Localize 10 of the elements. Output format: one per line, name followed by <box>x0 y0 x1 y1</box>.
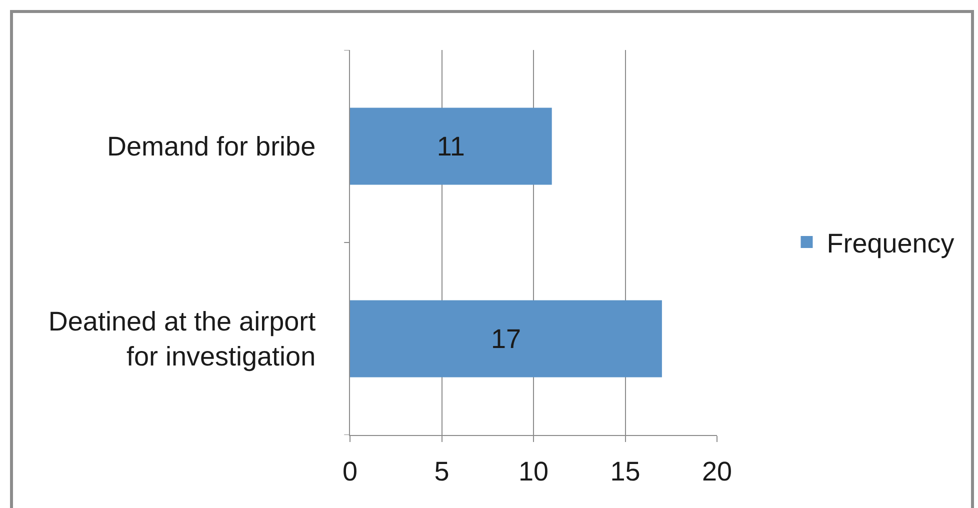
legend-label: Frequency <box>826 228 955 259</box>
y-tick-label: Deatined at the airport for investigation <box>48 306 316 372</box>
data-label: 17 <box>490 324 521 354</box>
x-tick-label: 5 <box>434 456 450 486</box>
x-tick-label: 0 <box>342 456 358 486</box>
data-label: 11 <box>436 131 465 162</box>
x-tick-label: 15 <box>610 456 640 486</box>
y-tick-label: Demand for bribe <box>106 132 316 162</box>
x-tick-label: 10 <box>518 456 549 486</box>
x-tick-label: 20 <box>702 456 732 486</box>
